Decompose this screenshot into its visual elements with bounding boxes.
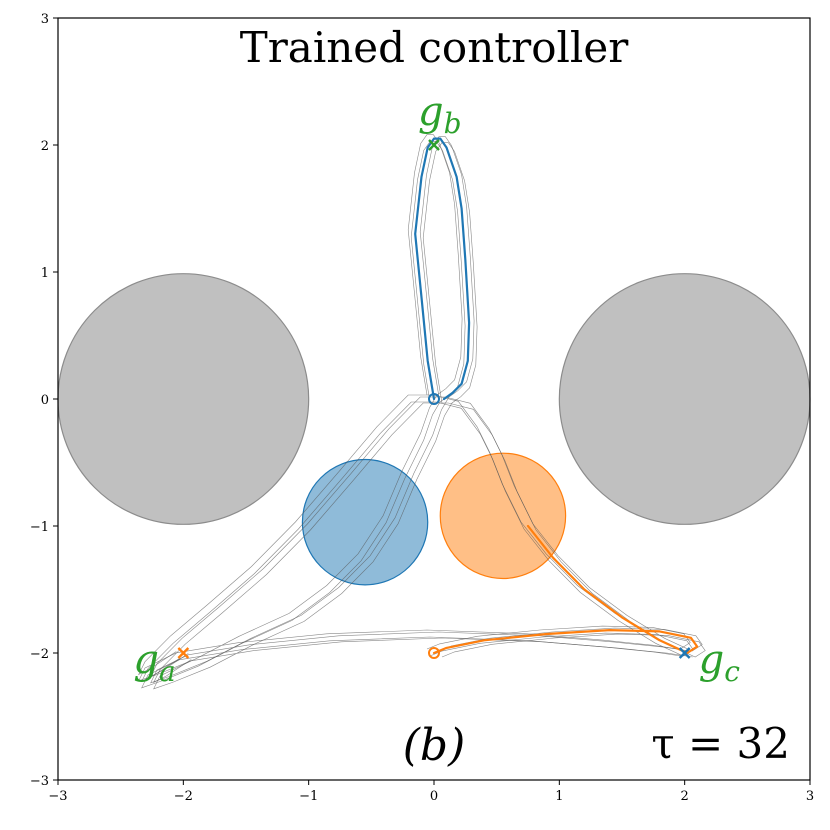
agent-circle-1: [439, 452, 567, 580]
ticks-layer: −3 −2 −1 0 1 2 3 −3 −2 −1 0 1 2 3: [30, 12, 814, 804]
agents-layer: [301, 452, 567, 586]
series-trajectory-1: [432, 524, 699, 655]
y-tick-label: 0: [41, 393, 49, 408]
ghost-trajectory-1-2: [138, 394, 691, 676]
end-marker-1: [177, 647, 190, 659]
goal-marker-b-stroke-b: [428, 139, 440, 151]
goal-label-subscript: a: [159, 655, 176, 688]
start-marker-1: [428, 647, 440, 659]
tau-annotation: τ = 32: [651, 719, 790, 768]
goal-label-base: g: [133, 637, 159, 683]
goal-label-subscript: b: [444, 107, 462, 140]
y-tick-label: −3: [30, 774, 49, 789]
obstacles-layer: [57, 273, 811, 525]
ghost-trajectory-1-1: [150, 396, 703, 678]
x-tick-label: −3: [48, 789, 67, 804]
x-tick-label: 3: [806, 789, 814, 804]
x-tick-label: 0: [430, 789, 438, 804]
goal-marker-b: [428, 139, 440, 151]
x-tick-label: −2: [174, 789, 193, 804]
y-tick-label: −1: [30, 520, 49, 535]
x-tick-label: 2: [681, 789, 689, 804]
obstacle-circle-0: [57, 273, 310, 525]
series-trajectory-0: [414, 137, 471, 401]
goal-label-base: g: [699, 637, 725, 683]
x-tick-label: 1: [555, 789, 563, 804]
end-marker-1-stroke-b: [177, 647, 190, 659]
agent-circle-0: [301, 458, 429, 586]
obstacle-circle-1: [558, 273, 811, 525]
goal-label-b: gb: [418, 89, 462, 140]
goal-label-base: g: [418, 89, 444, 135]
start-marker-0: [428, 393, 440, 405]
markers-layer: [177, 139, 691, 659]
goal-label-subscript: c: [724, 655, 740, 688]
panel-label: (b): [403, 720, 466, 771]
end-marker-0: [678, 647, 691, 659]
goal-label-a: ga: [133, 637, 175, 688]
end-marker-0-stroke-b: [678, 647, 691, 659]
ghost-trajectory-0-1: [150, 136, 690, 684]
y-tick-label: 2: [41, 139, 49, 154]
y-tick-label: 1: [41, 266, 49, 281]
trajectories-layer: [138, 134, 706, 690]
y-tick-label: 3: [41, 12, 49, 27]
ghost-trajectory-1-3: [153, 402, 706, 684]
chart-title: Trained controller: [240, 23, 630, 72]
goal-label-c: gc: [699, 637, 741, 688]
x-tick-label: −1: [299, 789, 318, 804]
y-tick-label: −2: [30, 647, 49, 662]
ghost-trajectory-0-2: [138, 134, 678, 682]
